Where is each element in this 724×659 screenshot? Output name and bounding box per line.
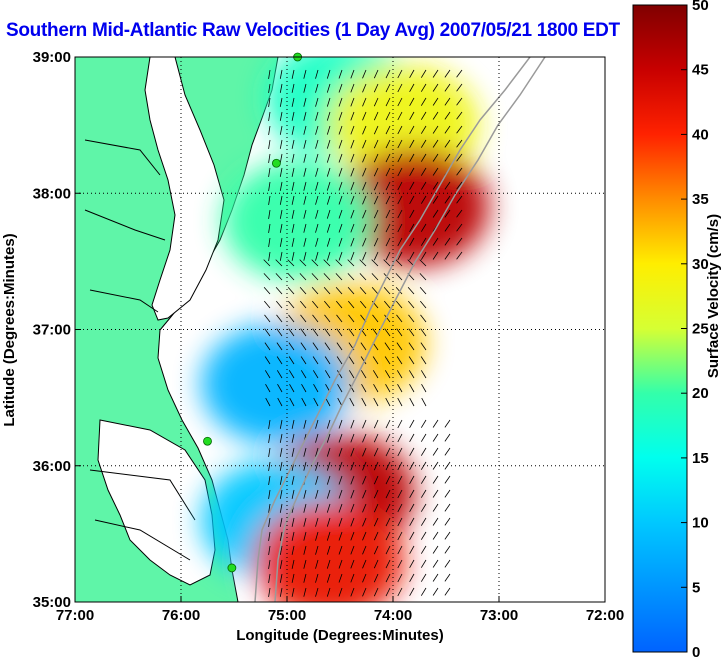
colorbar-tick-label: 40 [692, 126, 709, 143]
x-tick-label: 75:00 [268, 607, 306, 624]
sound-water [97, 419, 216, 586]
y-axis: 39:00 38:00 37:00 36:00 35:00 [33, 49, 81, 611]
colorbar-tick-label: 20 [692, 385, 709, 402]
y-axis-label: Latitude (Degrees:Minutes) [1, 233, 18, 426]
colorbar-ticks: 0 5 10 15 20 25 30 35 40 45 50 [681, 0, 709, 659]
current-vectors [263, 69, 463, 597]
station-marker [271, 158, 281, 168]
station-marker [203, 436, 212, 446]
colorbar-tick-label: 25 [692, 321, 709, 338]
velocity-patch-maryland-coast [222, 160, 373, 281]
colorbar-tick-label: 5 [692, 579, 700, 596]
velocity-patch-delaware-offshore [339, 146, 490, 267]
y-tick-label: 35:00 [33, 594, 71, 611]
x-axis: 77:00 76:00 75:00 74:00 73:00 72:00 [56, 596, 624, 624]
x-axis-label: Longitude (Degrees:Minutes) [236, 627, 444, 644]
y-tick-label: 36:00 [33, 458, 71, 475]
y-tick-label: 37:00 [33, 322, 71, 339]
colorbar-tick-label: 30 [692, 256, 709, 273]
bay-water [144, 57, 225, 321]
chart-title: Southern Mid-Atlantic Raw Velocities (1 … [6, 20, 620, 41]
x-tick-label: 74:00 [374, 607, 412, 624]
colorbar-tick-label: 50 [692, 0, 709, 14]
colorbar [632, 4, 688, 653]
bathymetry-contour [254, 57, 531, 602]
station-marker [227, 563, 237, 573]
velocity-field [201, 57, 490, 602]
colorbar-tick-label: 10 [692, 515, 709, 532]
x-tick-label: 77:00 [56, 607, 94, 624]
y-tick-label: 39:00 [33, 49, 71, 66]
colorbar-tick-label: 35 [692, 191, 709, 208]
colorbar-tick-label: 0 [692, 644, 700, 659]
colorbar-label: Surface Velocity (cm/s) [705, 214, 722, 378]
x-tick-label: 76:00 [162, 607, 200, 624]
velocity-patch-virginia-coast [201, 324, 352, 444]
x-tick-label: 72:00 [586, 607, 624, 624]
y-tick-label: 38:00 [33, 185, 71, 202]
colorbar-tick-label: 45 [692, 62, 709, 79]
x-tick-label: 73:00 [480, 607, 518, 624]
grid-lines [75, 57, 605, 602]
colorbar-tick-label: 15 [692, 450, 709, 467]
